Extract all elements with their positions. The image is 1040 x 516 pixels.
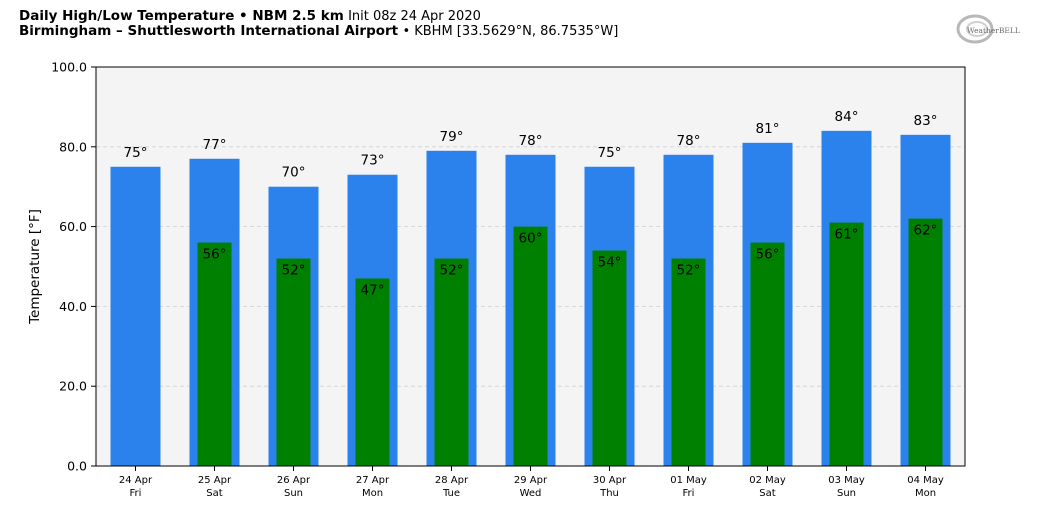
y-axis: 0.0 20.0 40.0 60.0 80.0 100.0	[51, 60, 96, 474]
y-tick-label: 80.0	[59, 139, 87, 154]
low-temp-bar	[750, 242, 785, 466]
y-axis-label: Temperature [°F]	[27, 209, 43, 325]
high-temp-label: 75°	[124, 145, 148, 161]
x-tick-day-label: Tue	[442, 488, 460, 499]
high-temp-label: 73°	[361, 153, 385, 169]
low-temp-bar	[276, 258, 311, 466]
y-tick-label: 0.0	[67, 459, 87, 474]
high-temp-label: 78°	[519, 133, 543, 149]
high-temp-label: 79°	[440, 129, 464, 145]
x-tick-date-label: 24 Apr	[119, 475, 153, 486]
y-tick-label: 100.0	[51, 60, 87, 75]
y-tick-label: 20.0	[59, 379, 87, 394]
x-tick-date-label: 03 May	[828, 475, 865, 486]
station-line: Birmingham – Shuttlesworth International…	[19, 23, 619, 40]
low-temp-bar	[355, 278, 390, 466]
weatherbell-logo: WeatherBELL	[955, 12, 1021, 46]
low-temp-label: 56°	[203, 247, 227, 263]
x-axis: 24 Apr Fri 25 Apr Sat 26 Apr Sun 27 Apr Mon 28 A…	[119, 466, 944, 499]
chart-title: Daily High/Low Temperature • NBM 2.5 km	[19, 8, 344, 24]
x-tick-day-label: Mon	[915, 488, 936, 499]
high-temp-label: 70°	[282, 165, 306, 181]
x-tick-day-label: Sun	[837, 488, 856, 499]
low-temp-bar	[671, 258, 706, 466]
x-tick-date-label: 01 May	[670, 475, 707, 486]
low-temp-label: 62°	[914, 223, 938, 239]
low-temp-label: 52°	[677, 263, 701, 279]
low-temp-bar	[197, 242, 232, 466]
low-temp-label: 56°	[756, 247, 780, 263]
high-temp-label: 84°	[835, 109, 859, 125]
y-tick-label: 60.0	[59, 219, 87, 234]
high-temp-label: 81°	[756, 121, 780, 137]
high-temp-label: 77°	[203, 137, 227, 153]
low-temp-label: 61°	[835, 227, 859, 243]
logo-text: WeatherBELL	[967, 26, 1020, 35]
x-tick-date-label: 04 May	[907, 475, 944, 486]
x-tick-day-label: Mon	[362, 488, 383, 499]
x-tick-date-label: 27 Apr	[356, 475, 390, 486]
init-time: Init 08z 24 Apr 2020	[348, 9, 481, 24]
y-tick-label: 40.0	[59, 299, 87, 314]
low-temp-bar	[908, 218, 943, 466]
low-temp-label: 52°	[282, 263, 306, 279]
low-temp-bar	[829, 222, 864, 466]
bars: 75° 77° 70° 73° 79° 78° 75° 78° 81° 84° 83° 56° 52° 4…	[110, 109, 951, 467]
low-temp-label: 47°	[361, 282, 385, 298]
low-temp-bar	[513, 226, 548, 466]
x-tick-date-label: 28 Apr	[435, 475, 469, 486]
low-temp-bar	[592, 250, 627, 466]
x-tick-date-label: 26 Apr	[277, 475, 311, 486]
low-temp-label: 60°	[519, 231, 543, 247]
station-info: • KBHM [33.5629°N, 86.7535°W]	[402, 24, 619, 39]
x-tick-day-label: Sun	[284, 488, 303, 499]
weatherbell-swirl-logo-icon: WeatherBELL	[956, 14, 1020, 44]
high-temp-label: 78°	[677, 133, 701, 149]
low-temp-label: 54°	[598, 255, 622, 271]
x-tick-day-label: Fri	[683, 488, 695, 499]
x-tick-day-label: Sat	[206, 488, 222, 499]
x-tick-date-label: 02 May	[749, 475, 786, 486]
chart-title-block: Daily High/Low Temperature • NBM 2.5 km …	[19, 8, 619, 40]
x-tick-date-label: 25 Apr	[198, 475, 232, 486]
x-tick-day-label: Wed	[520, 488, 542, 499]
x-tick-date-label: 29 Apr	[514, 475, 548, 486]
high-temp-label: 75°	[598, 145, 622, 161]
chart-title-line: Daily High/Low Temperature • NBM 2.5 km …	[19, 8, 618, 25]
x-tick-date-label: 30 Apr	[593, 475, 627, 486]
low-temp-label: 52°	[440, 263, 464, 279]
x-tick-day-label: Fri	[130, 488, 142, 499]
x-tick-day-label: Sat	[759, 488, 775, 499]
x-tick-day-label: Thu	[599, 488, 619, 499]
high-temp-bar	[110, 166, 161, 466]
low-temp-bar	[434, 258, 469, 466]
station-name: Birmingham – Shuttlesworth International…	[19, 23, 399, 39]
high-temp-label: 83°	[914, 113, 938, 129]
